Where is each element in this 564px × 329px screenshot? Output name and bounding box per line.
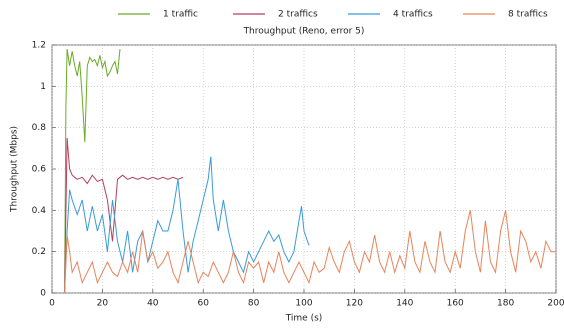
y-tick-label: 0.4 <box>32 206 47 216</box>
x-tick-label: 0 <box>49 299 55 309</box>
x-tick-label: 80 <box>248 299 260 309</box>
series-line <box>64 49 121 294</box>
x-tick-label: 40 <box>147 299 159 309</box>
y-tick-label: 0 <box>40 289 46 299</box>
y-tick-label: 1.2 <box>32 41 46 51</box>
legend-label: 2 traffics <box>278 10 318 20</box>
y-tick-label: 1 <box>40 82 46 92</box>
x-axis-label: Time (s) <box>285 314 323 324</box>
y-tick-label: 0.2 <box>32 247 46 257</box>
x-tick-label: 60 <box>197 299 209 309</box>
series-line <box>64 156 310 294</box>
y-tick-label: 0.6 <box>32 165 47 175</box>
x-tick-label: 140 <box>396 299 413 309</box>
x-tick-label: 100 <box>295 299 312 309</box>
legend-label: 1 traffic <box>163 10 198 20</box>
legend-label: 8 traffics <box>508 10 548 20</box>
legend-label: 4 traffics <box>393 10 433 20</box>
y-tick-label: 0.8 <box>32 123 47 133</box>
series-line <box>64 137 184 294</box>
x-tick-label: 20 <box>97 299 109 309</box>
x-tick-label: 200 <box>547 299 564 309</box>
x-tick-label: 120 <box>346 299 363 309</box>
series-line <box>64 210 556 294</box>
x-tick-label: 180 <box>497 299 514 309</box>
x-tick-label: 160 <box>447 299 464 309</box>
chart-title: Throughput (Reno, error 5) <box>243 27 365 37</box>
y-axis-label: Throughput (Mbps) <box>10 126 20 213</box>
